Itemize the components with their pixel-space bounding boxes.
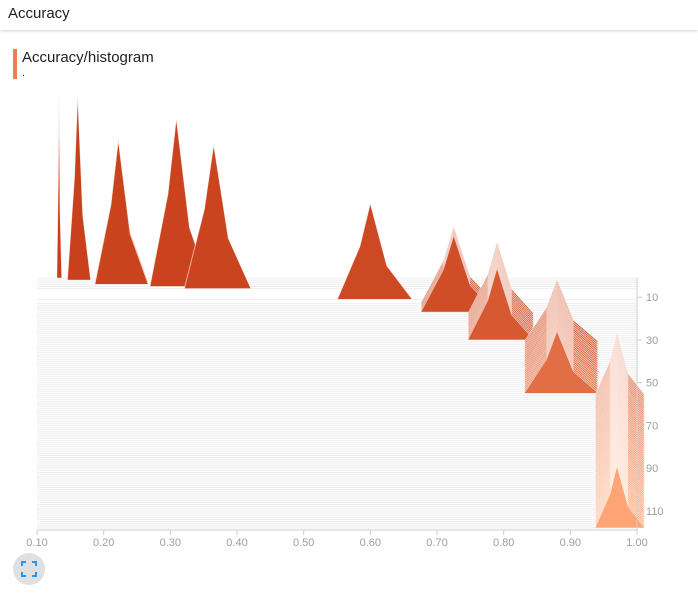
y-tick-label: 50 bbox=[646, 378, 658, 390]
expand-chart-button[interactable] bbox=[13, 553, 45, 585]
histogram-step-shape bbox=[336, 203, 414, 300]
y-tick-label: 90 bbox=[646, 463, 658, 475]
x-tick-label: 0.40 bbox=[226, 537, 247, 549]
axes bbox=[37, 278, 638, 531]
fullscreen-icon bbox=[21, 561, 37, 577]
x-tick-label: 0.80 bbox=[493, 537, 514, 549]
x-tick-label: 0.20 bbox=[93, 537, 114, 549]
card-accent-bar bbox=[13, 49, 17, 79]
y-tick-label: 110 bbox=[646, 506, 664, 518]
x-tick-label: 0.50 bbox=[293, 537, 314, 549]
x-tick-label: 0.10 bbox=[26, 537, 47, 549]
histogram-step-shape bbox=[66, 95, 92, 281]
card-title: Accuracy/histogram bbox=[22, 49, 154, 66]
histogram-series bbox=[56, 93, 646, 529]
x-tick-label: 1.00 bbox=[626, 537, 647, 549]
histogram-chart: 0.10 0.20 0.30 0.40 0.50 0.60 0.70 0.80 0.90 1.00… bbox=[26, 93, 664, 549]
x-tick-label: 0.30 bbox=[160, 537, 181, 549]
y-tick-label: 30 bbox=[646, 335, 658, 347]
histogram-step-shape bbox=[94, 140, 149, 285]
y-axis-ticks: 10 30 50 70 90 110 bbox=[637, 292, 664, 518]
top-bar: Accuracy bbox=[0, 0, 698, 30]
x-axis-ticks: 0.10 0.20 0.30 0.40 0.50 0.60 0.70 0.80 0.90 1.00 bbox=[26, 530, 648, 549]
y-tick-label: 70 bbox=[646, 420, 658, 432]
histogram-step-shape bbox=[56, 93, 63, 279]
histogram-step-shape bbox=[467, 266, 536, 341]
y-tick-label: 10 bbox=[646, 292, 658, 304]
histogram-step-shape bbox=[183, 144, 252, 290]
card-subtitle: . bbox=[22, 67, 26, 79]
x-tick-label: 0.60 bbox=[360, 537, 381, 549]
x-tick-label: 0.70 bbox=[426, 537, 447, 549]
histogram-step-shape bbox=[523, 329, 601, 394]
page-title: Accuracy bbox=[8, 5, 70, 22]
x-tick-label: 0.90 bbox=[560, 537, 581, 549]
